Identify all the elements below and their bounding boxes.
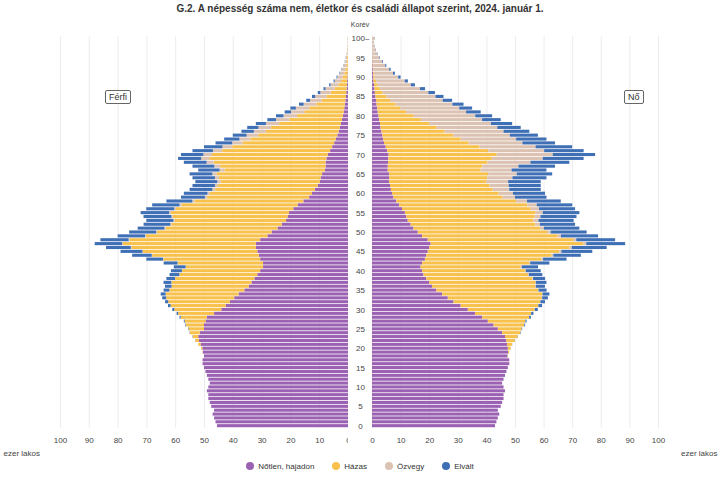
svg-text:30: 30	[454, 436, 463, 445]
svg-text:60: 60	[540, 436, 549, 445]
svg-text:10: 10	[397, 436, 406, 445]
html-text:Nőtlen, hajadon: Nőtlen, hajadon	[258, 462, 315, 471]
svg-text:90: 90	[85, 436, 94, 445]
svg-text:100: 100	[652, 436, 666, 445]
svg-text:90: 90	[356, 73, 365, 82]
svg-text:20: 20	[286, 436, 295, 445]
html-text:Nő: Nő	[628, 92, 640, 102]
svg-text:70: 70	[356, 151, 365, 160]
svg-text:10: 10	[315, 436, 324, 445]
svg-text:40: 40	[482, 436, 491, 445]
svg-text:30: 30	[258, 436, 267, 445]
svg-text:70: 70	[142, 436, 151, 445]
svg-text:15: 15	[356, 364, 365, 373]
svg-text:25: 25	[356, 325, 365, 334]
svg-text:60: 60	[356, 189, 365, 198]
svg-text:0: 0	[370, 436, 375, 445]
svg-text:50: 50	[356, 228, 365, 237]
svg-text:75: 75	[356, 131, 365, 140]
svg-text:10: 10	[356, 383, 365, 392]
html-text:Házas: Házas	[344, 462, 367, 471]
html-text:Férfi: Férfi	[109, 92, 127, 102]
svg-text:30: 30	[356, 306, 365, 315]
svg-text:65: 65	[356, 170, 365, 179]
svg-text:ezer lakos: ezer lakos	[681, 449, 717, 458]
svg-text:0: 0	[358, 422, 363, 431]
svg-text:80: 80	[114, 436, 123, 445]
svg-text:20: 20	[425, 436, 434, 445]
svg-text:80: 80	[356, 112, 365, 121]
svg-text:0: 0	[346, 436, 348, 445]
svg-text:40: 40	[229, 436, 238, 445]
svg-text:100–: 100–	[352, 34, 370, 43]
svg-text:90: 90	[625, 436, 634, 445]
svg-text:55: 55	[356, 209, 365, 218]
svg-text:5: 5	[358, 402, 363, 411]
svg-text:60: 60	[171, 436, 180, 445]
html-text:Korév: Korév	[350, 21, 370, 28]
svg-text:ezer lakos: ezer lakos	[4, 449, 40, 458]
svg-text:45: 45	[356, 247, 365, 256]
html-text:Özvegy: Özvegy	[397, 462, 425, 471]
svg-text:85: 85	[356, 92, 365, 101]
html-text:G.2. A népesség száma nem, éle: G.2. A népesség száma nem, életkor és cs…	[176, 3, 544, 14]
svg-text:50: 50	[511, 436, 520, 445]
svg-text:35: 35	[356, 286, 365, 295]
svg-text:100: 100	[54, 436, 68, 445]
svg-text:40: 40	[356, 267, 365, 276]
svg-text:20: 20	[356, 344, 365, 353]
html-text:Elvált: Elvált	[454, 462, 474, 471]
svg-text:50: 50	[200, 436, 209, 445]
svg-text:70: 70	[568, 436, 577, 445]
svg-text:95: 95	[356, 54, 365, 63]
svg-text:80: 80	[597, 436, 606, 445]
